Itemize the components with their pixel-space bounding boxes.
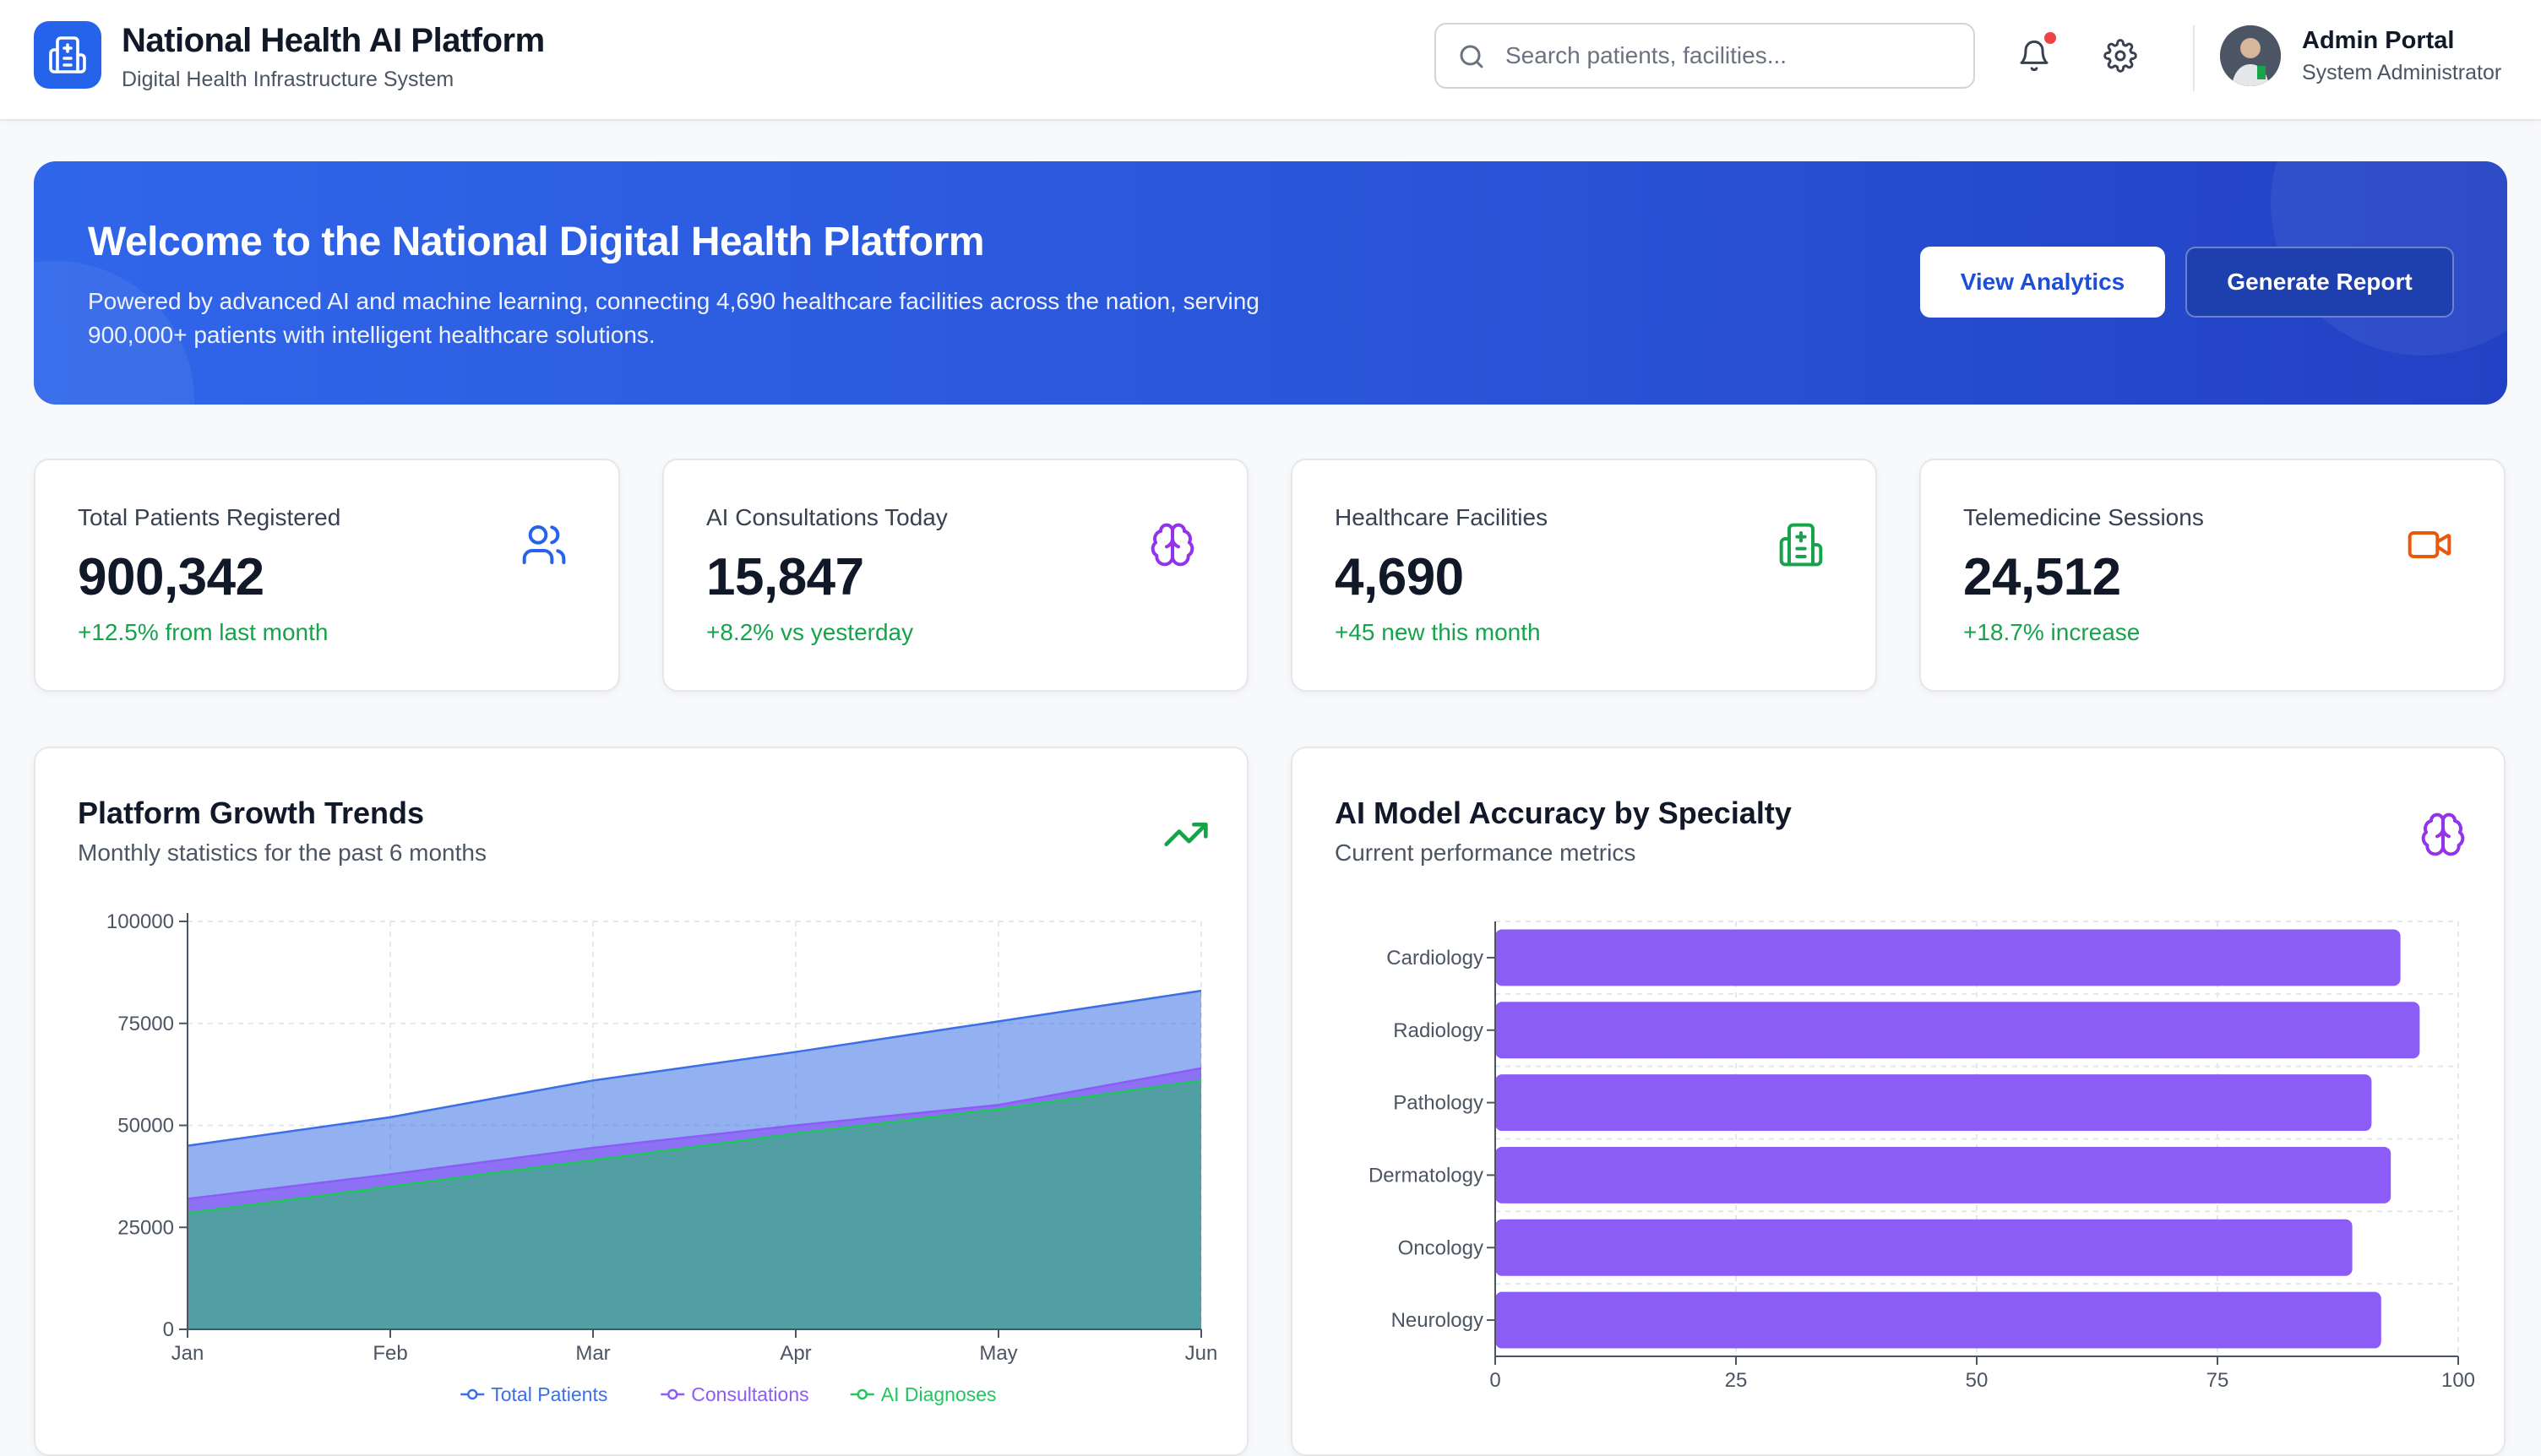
legend-marker [857,1388,868,1400]
bar-dermatology [1495,1146,2391,1203]
y-tick-label: 75000 [117,1013,174,1035]
x-tick-label: Feb [373,1342,407,1365]
growth-area-chart: 0 25000 50000 75000 100000 Jan Feb Mar Apr May Jun… [106,910,1218,1405]
stat-value: 24,512 [1963,548,2121,606]
hospital-icon [1779,523,1823,567]
gear-icon [2103,39,2137,73]
user-avatar-image [2220,25,2281,86]
x-tick-label: Jun [1185,1342,1218,1365]
x-tick-label: Mar [575,1342,610,1365]
header-divider [2193,25,2195,91]
notifications-button[interactable] [2009,30,2059,81]
bar-radiology [1495,1002,2420,1059]
y-tick-label: Dermatology [1368,1164,1483,1187]
users-icon [522,525,566,564]
stat-change: +12.5% from last month [78,619,329,645]
welcome-banner: Welcome to the National Digital Health P… [34,161,2507,405]
chart-subtitle: Current performance metrics [1335,839,1636,866]
y-tick-label: 25000 [117,1216,174,1239]
x-tick-label: 100 [2441,1369,2475,1392]
stat-card-telemedicine-sessions[interactable]: Telemedicine Sessions 24,512 +18.7% incr… [1919,459,2506,692]
trending-up-icon [1164,823,1208,846]
brain-icon [2421,812,2465,856]
legend-label: AI Diagnoses [881,1383,997,1405]
y-tick-label: 0 [163,1318,174,1341]
x-tick-label: 75 [2206,1369,2229,1392]
banner-title: Welcome to the National Digital Health P… [88,220,985,264]
bar-oncology [1495,1219,2353,1276]
y-tick-label: 50000 [117,1115,174,1138]
brain-icon [1151,523,1194,567]
stat-value: 900,342 [78,548,264,606]
app-subtitle: Digital Health Infrastructure System [122,68,454,91]
avatar[interactable] [2220,25,2281,86]
chart-subtitle: Monthly statistics for the past 6 months [78,839,487,866]
top-header: National Health AI Platform Digital Heal… [0,0,2541,121]
video-icon [2408,531,2451,558]
app-logo[interactable] [34,21,101,89]
y-tick-label: 100000 [106,910,174,933]
x-tick-label: 25 [1725,1369,1748,1392]
y-tick-label: Neurology [1391,1309,1483,1332]
x-tick-label: 0 [1489,1369,1500,1392]
view-analytics-button[interactable]: View Analytics [1920,247,2165,318]
accuracy-bar-chart: Cardiology Radiology Pathology Dermatology O… [1368,921,2475,1392]
notification-badge [2044,32,2056,44]
stat-card-healthcare-facilities[interactable]: Healthcare Facilities 4,690 +45 new this… [1291,459,1877,692]
stat-label: Healthcare Facilities [1335,504,1548,530]
bar-cardiology [1495,929,2401,986]
stat-change: +18.7% increase [1963,619,2141,645]
search-box[interactable] [1434,23,1975,89]
stat-label: Telemedicine Sessions [1963,504,2204,530]
stat-label: AI Consultations Today [706,504,948,530]
x-tick-label: May [979,1342,1017,1365]
y-tick-label: Pathology [1393,1092,1483,1115]
stat-value: 4,690 [1335,548,1464,606]
app-title: National Health AI Platform [122,22,545,59]
line-ai-diagnoses [187,1079,1202,1214]
x-tick-label: 50 [1966,1369,1989,1392]
x-tick-label: Apr [780,1342,811,1365]
bar-neurology [1495,1291,2381,1349]
stat-change: +45 new this month [1335,619,1541,645]
chart-title: Platform Growth Trends [78,796,425,830]
bar-pathology [1495,1074,2372,1132]
legend-marker [467,1388,478,1400]
legend-label: Consultations [691,1383,808,1405]
search-input[interactable] [1505,38,1953,73]
user-role: System Administrator [2302,61,2502,84]
legend-label: Total Patients [491,1383,607,1405]
bell-icon [2020,40,2049,72]
stat-card-total-patients[interactable]: Total Patients Registered 900,342 +12.5%… [34,459,620,692]
hospital-icon [49,36,86,73]
ai-accuracy-card: AI Model Accuracy by Specialty Current p… [1291,747,2506,1456]
stat-change: +8.2% vs yesterday [706,619,914,645]
user-name: Admin Portal [2302,27,2455,54]
settings-button[interactable] [2095,30,2146,81]
stat-value: 15,847 [706,548,864,606]
chart-title: AI Model Accuracy by Specialty [1335,796,1792,830]
search-icon [1460,45,1483,68]
y-tick-label: Cardiology [1386,947,1483,970]
banner-description: Powered by advanced AI and machine learn… [88,288,1260,348]
x-tick-label: Jan [171,1342,204,1365]
stat-label: Total Patients Registered [78,504,341,530]
growth-trends-card: Platform Growth Trends Monthly statistic… [34,747,1249,1456]
line-consultations [187,1067,1202,1200]
y-tick-label: Oncology [1398,1236,1483,1259]
legend-marker [667,1388,678,1400]
stat-card-ai-consultations[interactable]: AI Consultations Today 15,847 +8.2% vs y… [662,459,1249,692]
line-total-patients [187,989,1202,1147]
y-tick-label: Radiology [1393,1019,1483,1042]
generate-report-button[interactable]: Generate Report [2185,247,2454,318]
area-ai-diagnoses [188,1080,1201,1329]
